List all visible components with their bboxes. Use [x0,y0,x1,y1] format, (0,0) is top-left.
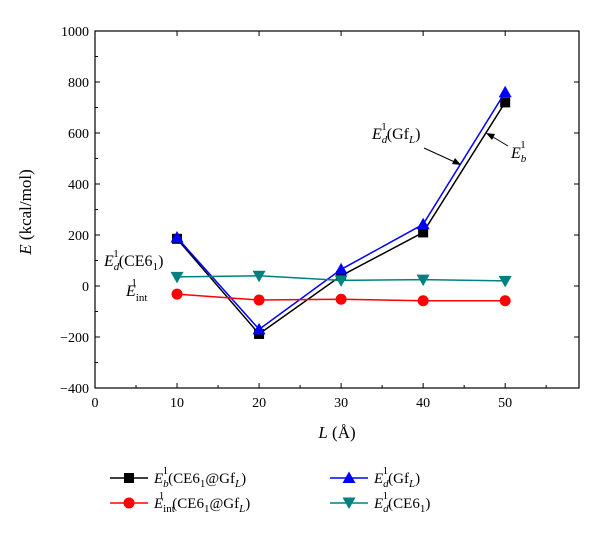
x-axis: 0 10 20 30 40 50 [92,31,547,411]
x-tick-label: 30 [334,396,348,411]
y-tick-label: −200 [60,331,89,346]
y-axis-label: E (kcal/mol) [16,169,35,255]
y-axis: −400 −200 0 200 400 600 800 1000 [60,25,579,397]
x-tick-label: 20 [252,396,266,411]
data-point-circle [171,288,183,300]
x-axis-label: L (Å) [317,423,355,442]
y-tick-label: 400 [68,178,89,193]
x-tick-label: 50 [498,396,512,411]
legend-marker-triangle-up [342,471,356,483]
data-point-triangle-up [170,231,184,243]
data-point-square [500,97,511,108]
svg-text:Ed1(CE61): Ed1(CE61) [373,490,430,515]
x-tick-label: 40 [416,396,430,411]
series-layer [170,85,512,339]
data-point-circle [417,295,429,307]
annotation-arrowhead [452,158,461,165]
data-point-triangle-down [170,271,184,284]
data-point-square [418,227,429,238]
y-tick-label: 600 [68,127,89,142]
data-point-triangle-down [334,275,348,287]
x-tick-label: 0 [92,396,99,411]
y-tick-label: 200 [68,229,89,244]
legend-marker-triangle-down [342,497,356,509]
data-point-triangle-down [416,274,430,287]
y-tick-label: 1000 [61,25,89,40]
data-point-triangle-up [334,262,348,275]
legend-entry-eb: Eb1(CE61@GfL) [110,465,246,490]
legend-marker-square [124,473,134,483]
data-point-triangle-up [252,322,266,335]
svg-text:Eint1(CE61@GfL): Eint1 (CE61@GfL) [153,490,250,515]
annotation-eint: Eint1 [125,277,147,304]
data-point-triangle-down [252,270,266,283]
data-point-triangle-down [498,275,512,288]
data-point-triangle-up [416,217,430,230]
annotation-eb: Eb1 [486,133,527,165]
annotation-ed-ce: Ed1(CE61) [103,248,163,273]
y-tick-label: −400 [60,382,89,397]
legend-entry-eint: Eint1 (CE61@GfL) [110,490,250,515]
data-point-triangle-up [498,85,512,98]
legend: Eb1(CE61@GfL) Eint1 (CE61@GfL) Ed1(GfL) E… [110,465,430,515]
x-tick-label: 10 [170,396,184,411]
svg-text:Ed1(GfL): Ed1(GfL) [371,121,420,146]
annotation-ed-gf: Ed1(GfL) [371,121,461,165]
svg-text:Eb1: Eb1 [510,139,527,165]
y-tick-label: 800 [68,76,89,91]
data-point-circle [499,295,511,307]
y-tick-label: 0 [82,280,89,295]
legend-entry-ed-gf: Ed1(GfL) [330,465,420,490]
svg-text:Eb1(CE61@GfL): Eb1(CE61@GfL) [153,465,246,490]
legend-entry-ed-ce: Ed1(CE61) [330,490,430,515]
annotation-arrowhead [486,133,495,140]
plot-frame [94,30,580,389]
svg-text:Ed1(GfL): Ed1(GfL) [373,465,420,490]
data-point-circle [253,294,265,306]
annotation-arrow [423,147,460,165]
legend-marker-circle [123,497,135,509]
data-point-circle [335,293,347,305]
